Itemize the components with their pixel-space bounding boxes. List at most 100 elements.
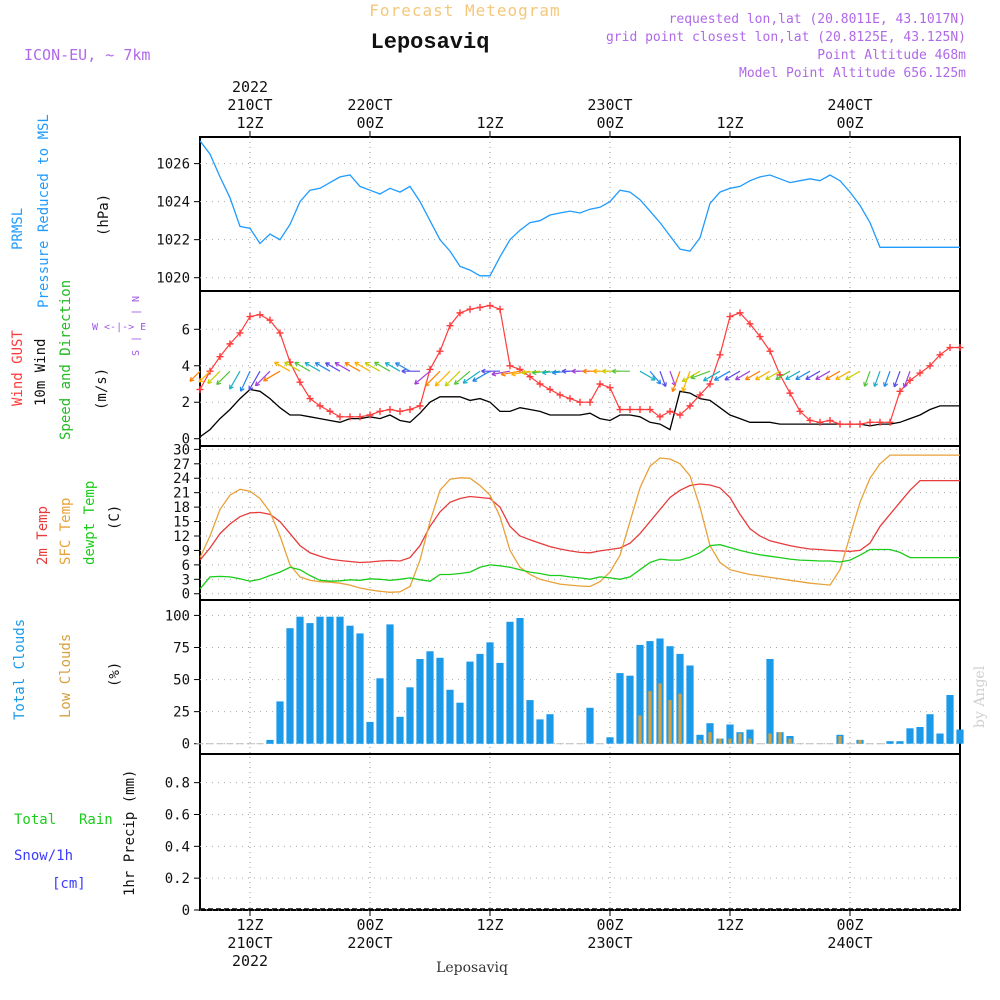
watermark: by Angel bbox=[972, 665, 988, 728]
wind-direction-arrow bbox=[785, 370, 801, 380]
snow-label: Snow/1h bbox=[14, 848, 73, 864]
low-clouds-bar bbox=[698, 739, 702, 744]
precip-total-label: Total bbox=[14, 812, 56, 828]
bottom-time-label: 220CT bbox=[347, 934, 392, 952]
data-series bbox=[189, 140, 964, 910]
wind-direction-arrow bbox=[541, 369, 561, 376]
wind-gust-marker bbox=[716, 351, 724, 359]
wind-gust-marker bbox=[416, 402, 424, 410]
top-time-label: 2022 bbox=[232, 78, 268, 96]
wind-gust-marker bbox=[686, 402, 694, 410]
wind-y-tick-label: 2 bbox=[182, 395, 190, 411]
wind-direction-arrow bbox=[883, 370, 891, 388]
total-clouds-bar bbox=[746, 729, 754, 744]
wind-direction-arrow bbox=[815, 370, 831, 380]
temp2m-series-line bbox=[199, 479, 960, 564]
low-clouds-bar bbox=[708, 732, 712, 744]
wind-gust-marker bbox=[296, 378, 304, 386]
wind-gust-marker bbox=[796, 407, 804, 415]
temp-y-tick-label: 15 bbox=[173, 515, 190, 531]
wind-direction-arrow bbox=[216, 370, 231, 386]
temp-y-tick-label: 24 bbox=[173, 471, 190, 487]
wind-direction-arrow bbox=[671, 370, 681, 393]
wind-gust-marker bbox=[236, 329, 244, 337]
wind-direction-arrow bbox=[611, 368, 630, 374]
compass-line-top: | bbox=[131, 309, 142, 315]
wind-gust-marker bbox=[806, 416, 814, 424]
wind-direction-arrow bbox=[364, 362, 381, 372]
wind-direction-arrow bbox=[453, 370, 471, 385]
bottom-time-label: 00Z bbox=[356, 916, 383, 934]
wind-gust-marker bbox=[726, 313, 734, 321]
total-clouds-bar bbox=[366, 721, 374, 744]
wind-direction-arrow bbox=[835, 370, 851, 380]
wind-gust-marker bbox=[576, 398, 584, 406]
total-clouds-bar bbox=[936, 733, 944, 744]
clouds-unit: (%) bbox=[107, 662, 123, 687]
wind-direction-arrow bbox=[702, 370, 721, 382]
wind-direction-arrow bbox=[775, 370, 791, 380]
bottom-time-label: 00Z bbox=[596, 916, 623, 934]
wind-direction-arrow bbox=[491, 370, 511, 377]
wind-gust-marker bbox=[606, 384, 614, 392]
precip-y-tick-label: 0.6 bbox=[165, 807, 190, 823]
total-clouds-label: Total Clouds bbox=[12, 619, 28, 720]
pressure-series-line bbox=[199, 140, 960, 277]
wind-direction-arrow bbox=[531, 369, 551, 376]
precip-labels: Total Rain Snow/1h [cm] 1hr Precip (mm) bbox=[14, 770, 138, 896]
clouds-y-tick-label: 25 bbox=[173, 705, 190, 721]
total-clouds-bar bbox=[696, 734, 704, 744]
wind-direction-arrow bbox=[239, 370, 251, 392]
pressure-labels: PRMSL Pressure Reduced to MSL (hPa) bbox=[10, 114, 112, 308]
pressure-y-tick-label: 1026 bbox=[156, 157, 190, 173]
total-clouds-bar bbox=[516, 618, 524, 744]
total-clouds-bar bbox=[616, 673, 624, 744]
wind-gust-marker bbox=[396, 407, 404, 415]
precip-y-tick-label: 0.2 bbox=[165, 871, 190, 887]
wind-direction-arrow bbox=[481, 368, 500, 374]
total-clouds-bar bbox=[906, 728, 914, 744]
wind-gust-label: Wind GUST bbox=[10, 330, 26, 406]
low-clouds-bar bbox=[638, 715, 642, 744]
y-tick-labels: 1020102210241026024603691215182124273002… bbox=[156, 157, 190, 919]
total-clouds-bar bbox=[536, 719, 544, 744]
compass-south: S bbox=[131, 350, 142, 356]
low-clouds-bar bbox=[738, 733, 742, 744]
temp-y-tick-label: 0 bbox=[182, 587, 190, 603]
wind-gust-marker bbox=[436, 347, 444, 355]
model-altitude: Model Point Altitude 656.125m bbox=[739, 66, 966, 81]
precip-unit: 1hr Precip (mm) bbox=[122, 770, 138, 896]
wind-gust-marker bbox=[896, 387, 904, 395]
wind-gust-marker bbox=[866, 418, 874, 426]
wind-gust-marker bbox=[846, 420, 854, 428]
wind-direction-arrow bbox=[304, 362, 321, 372]
temp-y-tick-label: 12 bbox=[173, 529, 190, 545]
wind-direction-arrow bbox=[863, 370, 871, 387]
wind-y-tick-label: 0 bbox=[182, 432, 190, 448]
wind-gust-marker bbox=[266, 316, 274, 324]
total-clouds-bar bbox=[896, 741, 904, 744]
grid-lines bbox=[194, 131, 960, 916]
wind-labels: Wind GUST 10m Wind Speed and Direction (… bbox=[10, 280, 146, 440]
wind-gust-marker bbox=[216, 353, 224, 361]
clouds-panel-frame bbox=[199, 599, 961, 755]
precip-rain-label: Rain bbox=[79, 812, 113, 828]
total-clouds-bar bbox=[956, 729, 964, 744]
low-clouds-bar bbox=[658, 683, 662, 744]
total-clouds-bar bbox=[276, 701, 284, 744]
wind-direction-arrow bbox=[845, 370, 861, 380]
wind-gust-marker bbox=[506, 362, 514, 370]
temp-y-tick-label: 21 bbox=[173, 486, 190, 502]
low-clouds-bar bbox=[728, 738, 732, 744]
wind-gust-marker bbox=[346, 413, 354, 421]
total-clouds-bar bbox=[446, 689, 454, 744]
wind-gust-marker bbox=[556, 391, 564, 399]
dewpt-series-line bbox=[199, 544, 960, 590]
total-clouds-bar bbox=[336, 616, 344, 744]
wind-gust-marker bbox=[196, 385, 204, 393]
precip-y-tick-label: 0 bbox=[182, 903, 190, 919]
pressure-y-tick-label: 1022 bbox=[156, 233, 190, 249]
temp-y-tick-label: 3 bbox=[182, 572, 190, 588]
wind-direction-arrow bbox=[262, 370, 281, 382]
